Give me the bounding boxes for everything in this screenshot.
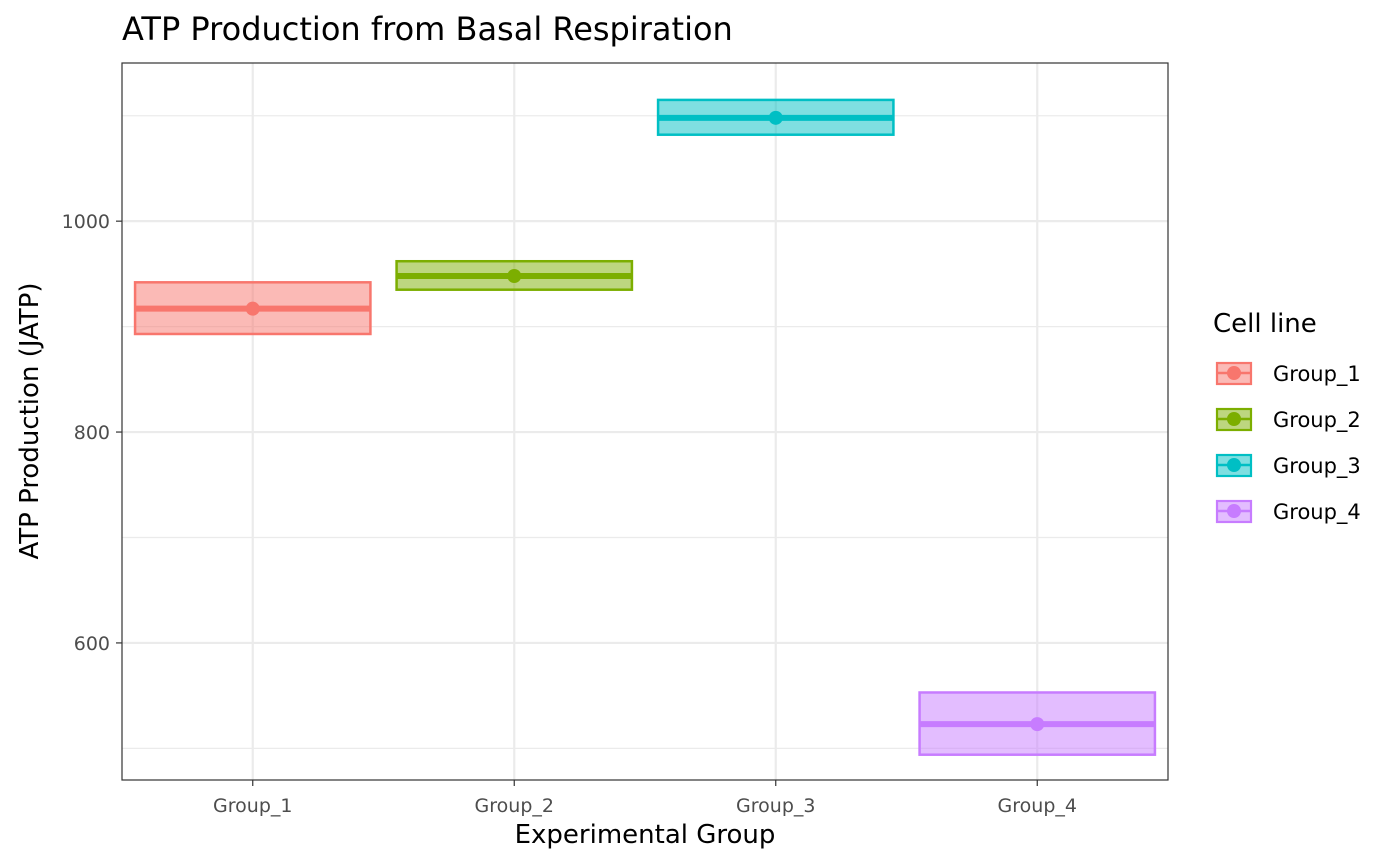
mean-point bbox=[507, 268, 522, 283]
plot-panel bbox=[122, 63, 1168, 780]
legend-key-point bbox=[1227, 504, 1241, 518]
mean-point bbox=[768, 110, 783, 125]
x-tick-label: Group_4 bbox=[998, 795, 1077, 817]
y-tick-label: 600 bbox=[74, 633, 110, 655]
legend-title: Cell line bbox=[1213, 309, 1317, 339]
x-tick-label: Group_2 bbox=[475, 795, 554, 817]
legend-key-point bbox=[1227, 366, 1241, 380]
x-tick-label: Group_3 bbox=[736, 795, 815, 817]
panel-border bbox=[121, 62, 1169, 781]
legend-key-point bbox=[1227, 412, 1241, 426]
legend-label: Group_2 bbox=[1273, 408, 1361, 433]
legend-key-point bbox=[1227, 458, 1241, 472]
data-marks bbox=[133, 98, 1157, 756]
legend-label: Group_3 bbox=[1273, 454, 1361, 479]
mean-point bbox=[245, 301, 260, 316]
y-tick-label: 800 bbox=[74, 422, 110, 444]
axes: 600 800 1000 Group_1 Group_2 Group_3 Group_4 bbox=[62, 211, 1077, 817]
chart-title: ATP Production from Basal Respiration bbox=[122, 10, 733, 48]
legend-label: Group_1 bbox=[1273, 362, 1361, 387]
mean-point bbox=[1030, 717, 1045, 732]
x-axis-title: Experimental Group bbox=[515, 820, 776, 850]
y-tick-label: 1000 bbox=[62, 211, 110, 233]
y-axis-title: ATP Production (JATP) bbox=[15, 282, 45, 559]
legend-label: Group_4 bbox=[1273, 500, 1361, 525]
legend: Cell line Group_1 Group_2 Group_3 Group_4 bbox=[1213, 309, 1361, 525]
x-tick-label: Group_1 bbox=[213, 795, 292, 817]
